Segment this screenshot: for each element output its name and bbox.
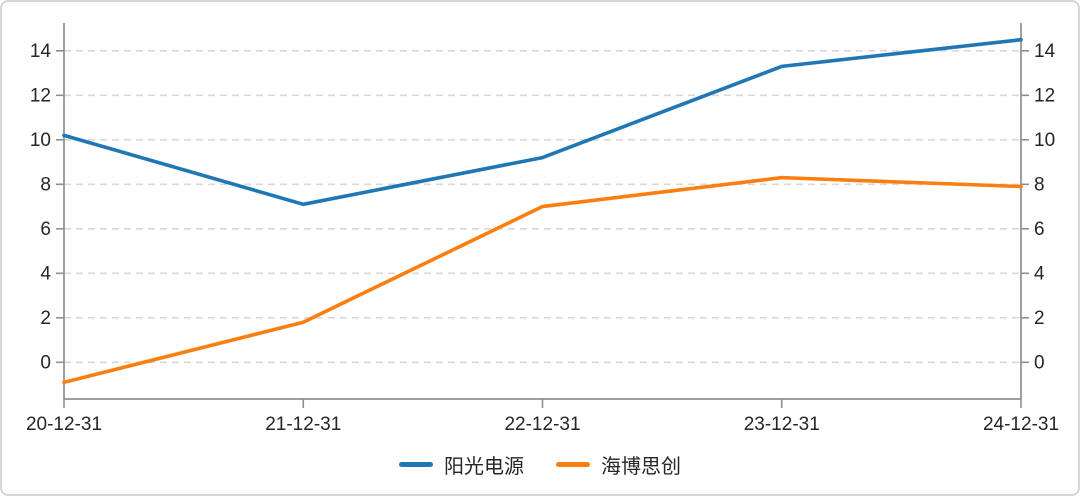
x-tick-label: 24-12-31 bbox=[983, 414, 1059, 435]
y-tick-label-left: 14 bbox=[30, 41, 52, 62]
y-tick-label-right: 4 bbox=[1034, 263, 1045, 284]
legend-label: 海博思创 bbox=[601, 456, 681, 478]
gridlines bbox=[64, 50, 1021, 364]
y-tick-label-right: 0 bbox=[1034, 352, 1045, 373]
y-tick-label-right: 2 bbox=[1034, 308, 1045, 329]
x-tick-label: 21-12-31 bbox=[265, 414, 341, 435]
legend: 阳光电源 海博思创 bbox=[2, 450, 1078, 479]
series-lines bbox=[62, 37, 1023, 385]
y-tick-label-left: 6 bbox=[40, 219, 51, 240]
x-tick-label: 23-12-31 bbox=[744, 414, 820, 435]
y-tick-label-left: 10 bbox=[30, 130, 51, 151]
y-tick-label-right: 6 bbox=[1034, 219, 1045, 240]
x-tick-label: 22-12-31 bbox=[504, 414, 580, 435]
legend-swatch-orange-line bbox=[556, 462, 590, 467]
legend-label: 阳光电源 bbox=[444, 456, 524, 478]
y-tick-label-left: 4 bbox=[40, 263, 51, 284]
y-tick-label-left: 0 bbox=[40, 352, 51, 373]
series-line-1 bbox=[62, 175, 1023, 385]
y-tick-label-right: 8 bbox=[1034, 174, 1045, 195]
y-tick-label-right: 10 bbox=[1034, 130, 1055, 151]
series-line-0 bbox=[62, 37, 1023, 207]
legend-swatch-blue-line bbox=[399, 462, 433, 467]
y-tick-label-right: 14 bbox=[1034, 41, 1056, 62]
x-tick-label: 20-12-31 bbox=[26, 414, 102, 435]
line-chart: 0 0 2 2 4 4 6 6 8 8 10 10 12 12 14 14 20-12-31 21-12-31 22… bbox=[26, 23, 1059, 435]
y-tick-label-right: 12 bbox=[1034, 85, 1055, 106]
legend-item-series-0[interactable]: 阳光电源 bbox=[399, 450, 524, 479]
y-tick-label-left: 12 bbox=[30, 85, 51, 106]
y-tick-label-left: 2 bbox=[40, 308, 51, 329]
axis-ticks bbox=[56, 50, 1029, 408]
y-tick-label-left: 8 bbox=[40, 174, 51, 195]
axes bbox=[63, 23, 1022, 400]
legend-item-series-1[interactable]: 海博思创 bbox=[556, 450, 681, 479]
axis-labels: 0 0 2 2 4 4 6 6 8 8 10 10 12 12 14 14 20-12-31 21-12-31 22… bbox=[26, 41, 1059, 435]
